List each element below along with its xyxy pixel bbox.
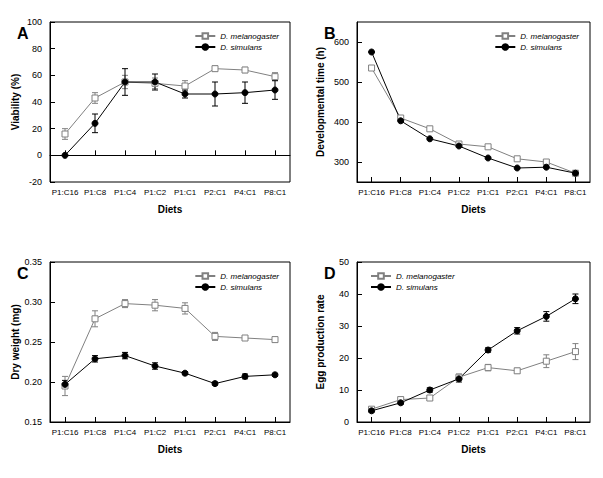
svg-text:D. melanogaster: D. melanogaster xyxy=(220,272,279,281)
svg-text:D. simulans: D. simulans xyxy=(220,283,262,292)
svg-text:P4:C1: P4:C1 xyxy=(535,188,558,197)
svg-text:600: 600 xyxy=(334,37,349,47)
svg-text:P1:C2: P1:C2 xyxy=(448,428,471,437)
svg-text:80: 80 xyxy=(32,44,42,54)
svg-text:P1:C8: P1:C8 xyxy=(390,428,413,437)
svg-text:P1:C4: P1:C4 xyxy=(114,188,137,197)
svg-text:D. simulans: D. simulans xyxy=(396,283,438,292)
svg-text:300: 300 xyxy=(334,157,349,167)
svg-text:P1:C1: P1:C1 xyxy=(477,188,500,197)
svg-text:400: 400 xyxy=(334,117,349,127)
svg-text:-20: -20 xyxy=(29,177,42,187)
svg-text:30: 30 xyxy=(339,321,349,331)
svg-text:20: 20 xyxy=(339,353,349,363)
svg-text:Dry weight (mg): Dry weight (mg) xyxy=(10,304,21,380)
svg-text:P1:C4: P1:C4 xyxy=(114,428,137,437)
svg-text:P1:C8: P1:C8 xyxy=(84,188,107,197)
svg-text:40: 40 xyxy=(339,289,349,299)
svg-text:Diets: Diets xyxy=(461,444,486,455)
svg-text:A: A xyxy=(17,25,29,42)
svg-text:P1:C16: P1:C16 xyxy=(52,428,79,437)
svg-text:0.15: 0.15 xyxy=(24,417,42,427)
svg-text:0.20: 0.20 xyxy=(24,377,42,387)
svg-text:P1:C8: P1:C8 xyxy=(84,428,107,437)
svg-text:P1:C1: P1:C1 xyxy=(477,428,500,437)
svg-text:P1:C2: P1:C2 xyxy=(144,428,167,437)
svg-text:D. melanogaster: D. melanogaster xyxy=(520,32,579,41)
svg-text:0: 0 xyxy=(344,417,349,427)
svg-text:D: D xyxy=(324,265,336,282)
svg-text:P4:C1: P4:C1 xyxy=(234,428,257,437)
svg-text:60: 60 xyxy=(32,70,42,80)
svg-text:40: 40 xyxy=(32,97,42,107)
svg-text:Egg production rate: Egg production rate xyxy=(315,294,326,389)
svg-text:Diets: Diets xyxy=(461,204,486,215)
svg-text:P1:C1: P1:C1 xyxy=(174,428,197,437)
svg-text:Developmental time (h): Developmental time (h) xyxy=(315,47,326,157)
svg-text:D. melanogaster: D. melanogaster xyxy=(396,272,455,281)
svg-text:20: 20 xyxy=(32,124,42,134)
svg-text:P2:C1: P2:C1 xyxy=(204,188,227,197)
svg-text:10: 10 xyxy=(339,385,349,395)
svg-text:B: B xyxy=(324,25,336,42)
svg-text:P1:C4: P1:C4 xyxy=(419,188,442,197)
svg-text:P1:C2: P1:C2 xyxy=(144,188,167,197)
svg-text:P1:C8: P1:C8 xyxy=(390,188,413,197)
svg-text:P4:C1: P4:C1 xyxy=(234,188,257,197)
svg-text:100: 100 xyxy=(27,17,42,27)
svg-text:0.35: 0.35 xyxy=(24,257,42,267)
svg-text:P1:C1: P1:C1 xyxy=(174,188,197,197)
svg-text:Diets: Diets xyxy=(158,444,183,455)
svg-text:D. melanogaster: D. melanogaster xyxy=(220,32,279,41)
svg-text:P2:C1: P2:C1 xyxy=(506,188,529,197)
svg-text:P1:C16: P1:C16 xyxy=(358,428,385,437)
svg-text:P1:C16: P1:C16 xyxy=(52,188,79,197)
svg-text:D. simulans: D. simulans xyxy=(220,43,262,52)
svg-text:P8:C1: P8:C1 xyxy=(564,188,587,197)
svg-text:C: C xyxy=(17,265,29,282)
svg-text:50: 50 xyxy=(339,257,349,267)
svg-text:P1:C2: P1:C2 xyxy=(448,188,471,197)
svg-text:P4:C1: P4:C1 xyxy=(535,428,558,437)
svg-text:0: 0 xyxy=(37,150,42,160)
svg-text:P1:C16: P1:C16 xyxy=(358,188,385,197)
svg-text:0.30: 0.30 xyxy=(24,297,42,307)
svg-text:Diets: Diets xyxy=(158,204,183,215)
svg-text:0.25: 0.25 xyxy=(24,337,42,347)
svg-text:P8:C1: P8:C1 xyxy=(564,428,587,437)
svg-text:P8:C1: P8:C1 xyxy=(264,428,287,437)
svg-text:P1:C4: P1:C4 xyxy=(419,428,442,437)
svg-text:P2:C1: P2:C1 xyxy=(204,428,227,437)
svg-text:P2:C1: P2:C1 xyxy=(506,428,529,437)
svg-text:500: 500 xyxy=(334,77,349,87)
svg-text:Viability (%): Viability (%) xyxy=(10,74,21,131)
svg-text:D. simulans: D. simulans xyxy=(520,43,562,52)
svg-text:P8:C1: P8:C1 xyxy=(264,188,287,197)
